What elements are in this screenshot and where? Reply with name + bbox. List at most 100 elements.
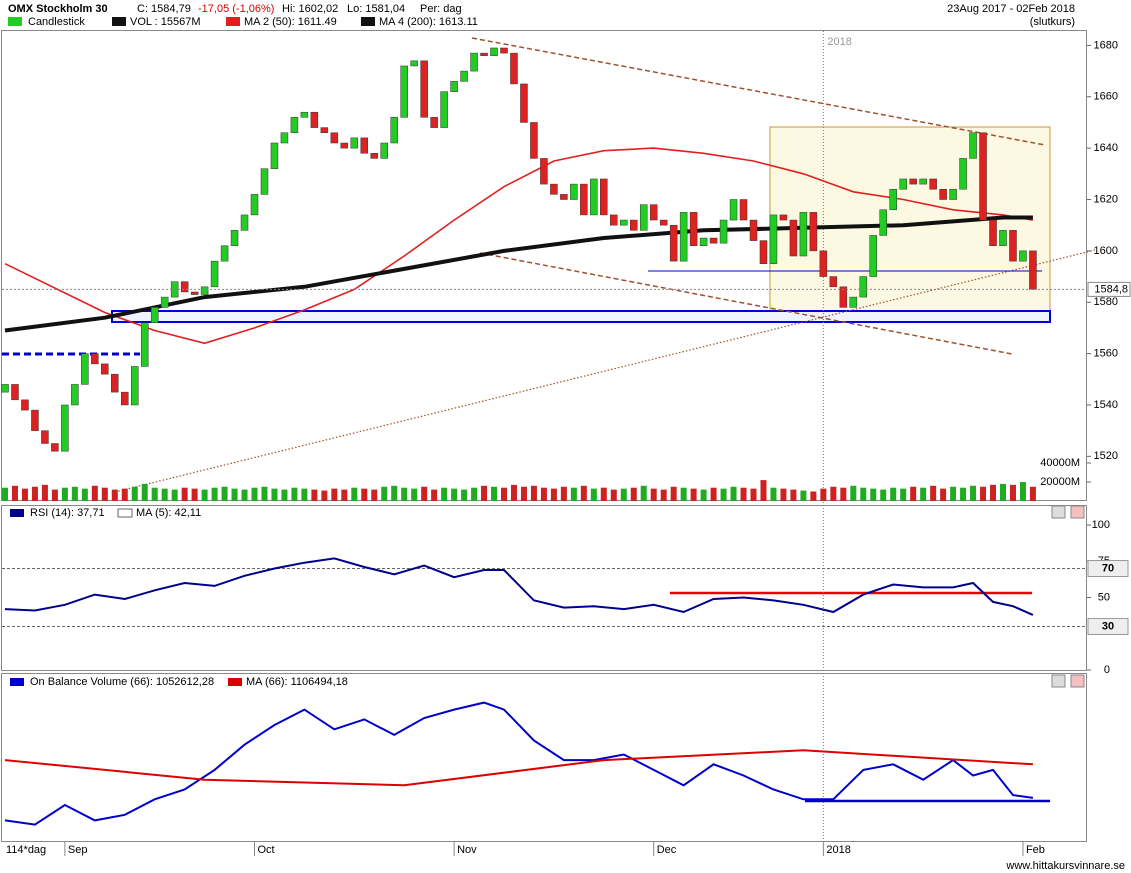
candle — [590, 178, 598, 216]
legend-label[interactable]: VOL : 15567M — [130, 16, 201, 28]
volume-bar — [141, 483, 148, 501]
candle — [939, 188, 947, 200]
candle — [500, 47, 508, 54]
legend-swatch — [10, 509, 24, 517]
volume-bar — [1000, 483, 1006, 501]
candle — [240, 214, 249, 231]
candle — [580, 183, 588, 216]
volume-bar — [610, 489, 617, 501]
volume-bar — [780, 488, 787, 501]
period-label: 114*dag — [6, 844, 46, 856]
level-label: 30 — [1102, 620, 1114, 632]
candle — [839, 286, 848, 308]
candle — [929, 178, 937, 190]
level-box — [1087, 618, 1129, 635]
legend-swatch — [361, 17, 375, 26]
volume-bar — [101, 487, 108, 501]
candle — [550, 183, 558, 195]
volume-bar — [960, 487, 967, 501]
candle — [250, 194, 259, 216]
candle — [520, 83, 528, 123]
candle — [330, 132, 339, 144]
line-series — [4, 749, 1033, 787]
volume-bar — [740, 487, 747, 501]
volume-bar — [850, 485, 857, 501]
tool-button[interactable] — [1051, 674, 1066, 688]
last-price-box — [1087, 281, 1131, 297]
candle — [180, 281, 189, 293]
legend-label[interactable]: RSI (14): 37,71 — [30, 507, 105, 519]
volume-bar — [241, 489, 248, 501]
level-box — [1087, 560, 1129, 577]
volume-bar — [221, 486, 228, 501]
tool-button[interactable] — [1051, 505, 1066, 519]
legend-swatch — [226, 17, 240, 26]
close-button[interactable] — [1070, 674, 1085, 688]
volume-bar — [211, 487, 218, 501]
volume-bar — [840, 487, 847, 501]
volume-bar — [760, 480, 767, 501]
x-tick-label: Feb — [1026, 844, 1045, 856]
volume-bar — [970, 485, 977, 501]
candle — [739, 199, 748, 221]
close-button[interactable] — [1070, 505, 1085, 519]
candle — [699, 237, 708, 246]
volume-bar — [91, 485, 98, 501]
candle — [31, 409, 39, 431]
legend-label[interactable]: MA (66): 1106494,18 — [246, 676, 348, 688]
candle — [610, 214, 618, 226]
volume-bar — [451, 488, 458, 501]
volume-bar — [600, 487, 607, 501]
candle — [101, 363, 109, 375]
legend-label[interactable]: MA 4 (200): 1613.11 — [379, 16, 478, 28]
legend-label[interactable]: MA (5): 42,11 — [136, 507, 201, 519]
volume-bar — [920, 487, 927, 501]
high: Hi: 1602,02 — [282, 3, 338, 15]
volume-bar — [790, 489, 797, 501]
candle — [111, 373, 119, 393]
volume-bar — [940, 488, 947, 501]
candle — [121, 391, 129, 406]
candle — [1019, 250, 1027, 262]
candle — [130, 366, 139, 406]
legend-label[interactable]: MA 2 (50): 1611.49 — [244, 16, 337, 28]
legend-label[interactable]: Candlestick — [28, 16, 85, 28]
volume-bar — [900, 488, 907, 501]
y-tick-label: 100 — [1092, 519, 1110, 531]
candle — [909, 178, 917, 185]
trend-line — [114, 249, 1096, 493]
level-label: 70 — [1102, 562, 1114, 574]
candle — [61, 404, 69, 452]
candle — [869, 235, 878, 277]
candle — [490, 47, 498, 56]
candle — [81, 353, 89, 385]
candle — [949, 188, 957, 200]
candle — [849, 296, 858, 308]
candle — [390, 117, 398, 144]
candle — [340, 142, 349, 149]
volume-bar — [620, 488, 627, 501]
volume-bar — [261, 486, 268, 501]
volume-bar — [41, 484, 48, 501]
candle — [829, 276, 838, 288]
volume-bar — [630, 487, 637, 501]
candle — [899, 178, 907, 190]
candle — [290, 117, 299, 133]
volume-bar — [201, 489, 208, 501]
volume-bar — [291, 487, 298, 501]
legend-label[interactable]: On Balance Volume (66): 1052612,28 — [30, 676, 214, 688]
volume-bar — [750, 488, 757, 501]
candle — [190, 291, 199, 295]
candle — [430, 117, 438, 128]
volume-bar — [990, 484, 997, 501]
volume-bar — [670, 486, 677, 501]
candle — [819, 250, 828, 277]
volume-bar — [401, 487, 408, 501]
y-tick-label: 1520 — [1094, 450, 1118, 462]
candle — [889, 188, 897, 211]
legend-swatch — [10, 678, 24, 686]
x-tick-label: Dec — [657, 844, 677, 856]
legend-swatch — [117, 508, 133, 518]
volume-bar — [461, 489, 468, 501]
